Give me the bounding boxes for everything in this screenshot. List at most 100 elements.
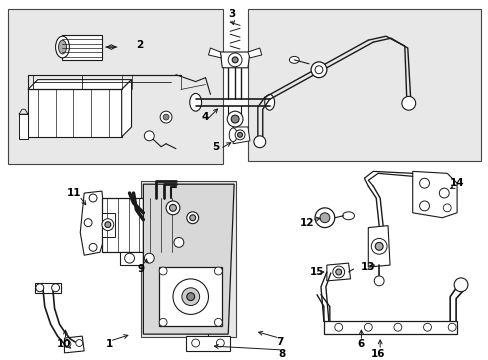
Polygon shape [143, 184, 234, 334]
Text: 14: 14 [449, 178, 464, 188]
Text: 3: 3 [228, 9, 235, 18]
Circle shape [214, 318, 222, 326]
Polygon shape [159, 267, 222, 326]
Bar [141, 181, 236, 337]
Circle shape [144, 131, 154, 141]
Ellipse shape [229, 128, 237, 142]
Polygon shape [233, 127, 249, 144]
Ellipse shape [189, 94, 201, 111]
Text: 5: 5 [211, 142, 219, 152]
Circle shape [401, 96, 415, 110]
Polygon shape [102, 213, 115, 238]
Circle shape [370, 238, 386, 254]
Circle shape [231, 115, 239, 123]
Text: 4: 4 [202, 112, 209, 122]
Circle shape [36, 284, 43, 292]
Circle shape [419, 201, 428, 211]
Polygon shape [323, 321, 456, 334]
Text: 16: 16 [370, 349, 385, 359]
Circle shape [334, 323, 342, 331]
Polygon shape [412, 171, 456, 218]
Circle shape [319, 213, 329, 223]
Circle shape [419, 178, 428, 188]
Text: 15: 15 [309, 267, 324, 277]
Circle shape [314, 208, 334, 228]
Circle shape [160, 111, 172, 123]
Polygon shape [220, 52, 249, 68]
Circle shape [374, 242, 382, 250]
Circle shape [159, 267, 167, 275]
Ellipse shape [56, 36, 69, 58]
Circle shape [453, 278, 467, 292]
Circle shape [169, 204, 176, 211]
Ellipse shape [264, 94, 274, 110]
Circle shape [105, 222, 111, 228]
Text: 2: 2 [136, 40, 143, 50]
Text: 12: 12 [299, 218, 314, 228]
Polygon shape [326, 263, 350, 281]
Circle shape [182, 288, 199, 306]
Circle shape [393, 323, 401, 331]
Text: 10: 10 [57, 339, 72, 349]
Polygon shape [64, 336, 84, 353]
Polygon shape [185, 336, 230, 351]
Circle shape [173, 279, 208, 314]
Circle shape [76, 339, 82, 346]
Circle shape [89, 243, 97, 251]
Circle shape [335, 269, 341, 275]
Polygon shape [247, 48, 261, 58]
Text: 9: 9 [138, 264, 144, 274]
Circle shape [186, 212, 198, 224]
Polygon shape [80, 191, 106, 255]
Circle shape [163, 114, 169, 120]
Circle shape [227, 111, 243, 127]
Polygon shape [120, 252, 159, 265]
Circle shape [166, 201, 180, 215]
Ellipse shape [342, 212, 354, 220]
Circle shape [228, 53, 242, 67]
Circle shape [191, 339, 199, 347]
Circle shape [84, 219, 92, 226]
Circle shape [373, 276, 383, 286]
Polygon shape [35, 283, 61, 293]
Circle shape [214, 267, 222, 275]
Circle shape [310, 62, 326, 78]
Polygon shape [367, 226, 389, 267]
Circle shape [314, 66, 322, 74]
Ellipse shape [59, 40, 66, 54]
Ellipse shape [289, 57, 299, 63]
Circle shape [443, 204, 450, 212]
Polygon shape [28, 90, 122, 137]
Circle shape [447, 323, 455, 331]
Text: 7: 7 [275, 337, 283, 347]
Circle shape [144, 253, 154, 263]
Polygon shape [102, 198, 181, 252]
Circle shape [364, 323, 371, 331]
Circle shape [237, 132, 242, 137]
Text: 8: 8 [278, 349, 285, 359]
Bar [247, 9, 480, 162]
Circle shape [89, 194, 97, 202]
Circle shape [186, 293, 194, 301]
Circle shape [189, 215, 195, 221]
Circle shape [253, 136, 265, 148]
Circle shape [235, 130, 244, 140]
Circle shape [216, 339, 224, 347]
Circle shape [52, 284, 60, 292]
Text: 6: 6 [357, 339, 364, 349]
Text: 13: 13 [360, 262, 375, 272]
Polygon shape [19, 114, 28, 139]
Circle shape [423, 323, 430, 331]
Circle shape [64, 341, 71, 347]
Polygon shape [208, 48, 221, 58]
Circle shape [159, 318, 167, 326]
Polygon shape [122, 80, 131, 137]
Circle shape [102, 219, 114, 230]
Circle shape [124, 253, 134, 263]
Bar [8, 9, 223, 165]
Polygon shape [62, 35, 102, 60]
Text: 1: 1 [106, 339, 113, 349]
Circle shape [174, 238, 183, 247]
Text: 11: 11 [67, 188, 81, 198]
Polygon shape [28, 80, 131, 90]
